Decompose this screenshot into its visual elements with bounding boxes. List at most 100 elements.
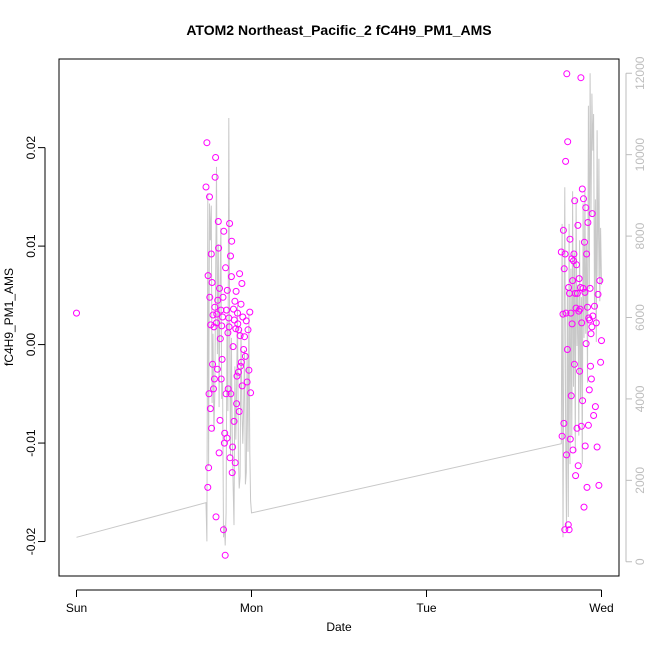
data-point xyxy=(228,469,236,477)
data-point xyxy=(569,446,577,454)
data-point xyxy=(584,303,591,311)
data-point xyxy=(220,227,228,235)
data-point xyxy=(563,451,570,459)
y-tick-label: 0.01 xyxy=(24,234,38,258)
data-point xyxy=(561,250,569,258)
data-point xyxy=(559,310,567,318)
data-point xyxy=(562,157,570,165)
data-point xyxy=(578,319,586,327)
x-axis-title: Date xyxy=(326,620,352,634)
data-point xyxy=(208,279,216,286)
data-point xyxy=(574,221,582,229)
data-point xyxy=(239,313,247,321)
data-point xyxy=(240,346,248,353)
data-point xyxy=(214,296,222,304)
data-point xyxy=(577,74,585,82)
data-point xyxy=(205,390,213,398)
data-point xyxy=(225,323,233,331)
data-point xyxy=(567,309,575,317)
data-point xyxy=(211,303,219,311)
data-point xyxy=(212,154,220,161)
data-point xyxy=(584,219,592,226)
data-point xyxy=(588,210,596,218)
data-point xyxy=(573,261,580,269)
data-point xyxy=(205,464,213,472)
x-tick-label: Mon xyxy=(240,601,263,615)
data-point xyxy=(568,320,576,328)
data-point xyxy=(216,335,224,343)
data-point xyxy=(203,139,211,147)
data-point xyxy=(585,386,593,394)
data-point xyxy=(211,173,219,181)
data-point xyxy=(202,183,210,191)
data-point xyxy=(587,362,594,370)
x-tick-label: Wed xyxy=(589,601,613,615)
data-point xyxy=(559,226,567,234)
data-point xyxy=(215,244,223,252)
data-point xyxy=(229,343,237,351)
data-point xyxy=(583,250,591,258)
data-point xyxy=(227,273,235,281)
data-point xyxy=(579,397,587,405)
data-point xyxy=(232,287,240,295)
data-point xyxy=(238,280,246,287)
data-point xyxy=(575,275,583,283)
data-point xyxy=(233,400,241,408)
data-point xyxy=(579,284,587,292)
data-point xyxy=(576,305,584,313)
data-point xyxy=(567,392,575,400)
data-point xyxy=(237,300,245,308)
y-axis-title: fC4H9_PM1_AMS xyxy=(2,268,16,366)
data-point xyxy=(241,333,248,341)
y2-tick-label: 10000 xyxy=(633,138,647,172)
data-point xyxy=(570,250,578,258)
data-point xyxy=(242,317,250,325)
data-point xyxy=(578,185,586,193)
data-point xyxy=(584,421,592,429)
data-point xyxy=(223,434,231,442)
data-point xyxy=(230,417,238,425)
chart-title: ATOM2 Northeast_Pacific_2 fC4H9_PM1_AMS xyxy=(186,22,491,38)
data-point xyxy=(560,419,568,427)
data-point xyxy=(213,365,221,373)
data-point xyxy=(213,310,221,318)
data-point xyxy=(589,312,597,320)
data-point xyxy=(221,551,229,559)
data-point xyxy=(230,316,238,324)
data-point xyxy=(564,138,572,146)
data-point xyxy=(215,449,223,457)
y2-tick-label: 12000 xyxy=(633,56,647,90)
data-point xyxy=(206,405,214,413)
data-point xyxy=(236,332,244,340)
data-point xyxy=(565,526,573,534)
data-point xyxy=(204,483,212,491)
data-point xyxy=(558,432,566,440)
data-point xyxy=(218,322,226,330)
data-point xyxy=(573,424,581,432)
data-point xyxy=(227,252,234,260)
data-point xyxy=(574,462,582,470)
data-point xyxy=(216,284,223,292)
data-point xyxy=(562,309,570,317)
data-point xyxy=(591,403,599,411)
data-point xyxy=(73,309,80,317)
data-point xyxy=(219,313,227,321)
data-point xyxy=(212,513,220,521)
data-point xyxy=(233,372,241,380)
data-point xyxy=(234,309,241,317)
data-point xyxy=(206,193,213,201)
data-point xyxy=(247,389,255,397)
data-point xyxy=(227,390,235,398)
data-point xyxy=(566,435,574,443)
data-point xyxy=(587,375,595,383)
data-point xyxy=(580,238,588,246)
data-point xyxy=(230,305,237,313)
data-point xyxy=(593,443,601,451)
data-point xyxy=(223,306,230,314)
data-point xyxy=(580,195,587,203)
data-point xyxy=(223,286,231,294)
y-tick-label: 0.02 xyxy=(24,136,38,160)
data-point xyxy=(557,248,565,256)
y-tick-label: -0.02 xyxy=(24,528,38,556)
data-point xyxy=(561,526,569,534)
